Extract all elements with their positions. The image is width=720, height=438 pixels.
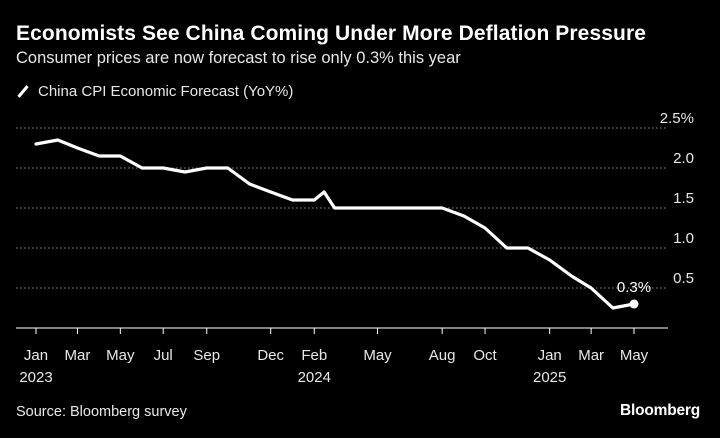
x-tick-label: Jan	[538, 347, 562, 364]
chart-title: Economists See China Coming Under More D…	[16, 22, 646, 45]
x-tick-label: Mar	[65, 347, 91, 364]
legend-label: China CPI Economic Forecast (YoY%)	[38, 83, 294, 100]
x-tick-label: Mar	[578, 347, 604, 364]
x-tick-label: Jul	[154, 347, 173, 364]
x-tick-label: May	[106, 347, 135, 364]
highlight-point	[629, 299, 639, 309]
x-tick-label: May	[620, 347, 649, 364]
x-tick-year-label: 2024	[298, 369, 331, 386]
x-tick-label: Oct	[473, 347, 497, 364]
x-tick-year-label: 2023	[19, 369, 52, 386]
y-tick-label: 2.5%	[660, 110, 694, 127]
chart-subtitle: Consumer prices are now forecast to rise…	[16, 49, 461, 67]
y-tick-label: 2.0	[673, 150, 694, 167]
y-tick-label: 0.5	[673, 270, 694, 287]
x-tick-year-label: 2025	[533, 369, 566, 386]
y-tick-label: 1.5	[673, 190, 694, 207]
x-tick-label: Sep	[193, 347, 220, 364]
x-tick-label: Feb	[301, 347, 327, 364]
x-tick-label: Aug	[429, 347, 456, 364]
bloomberg-logo: Bloomberg	[619, 402, 700, 419]
legend: China CPI Economic Forecast (YoY%)	[16, 83, 293, 100]
series-line	[34, 138, 636, 310]
x-tick-label: May	[363, 347, 392, 364]
source-note: Source: Bloomberg survey	[16, 404, 187, 420]
highlight-label: 0.3%	[617, 279, 651, 296]
y-tick-label: 1.0	[673, 230, 694, 247]
x-tick-label: Dec	[257, 347, 284, 364]
x-tick-label: Jan	[24, 347, 48, 364]
